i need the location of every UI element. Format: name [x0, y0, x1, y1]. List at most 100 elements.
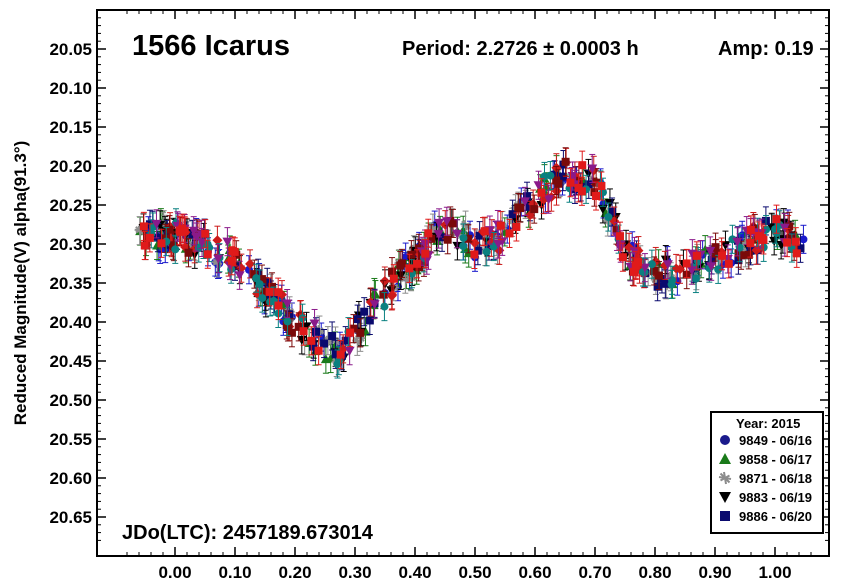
- data-point: [336, 340, 345, 370]
- data-point: [328, 321, 337, 351]
- legend-entry: 9886 - 06/20: [720, 509, 812, 524]
- x-tick-label: 0.40: [398, 563, 431, 582]
- legend-entry: 9849 - 06/16: [720, 433, 812, 448]
- y-tick-label: 20.55: [49, 430, 92, 449]
- data-point: [772, 204, 781, 234]
- data-point: [754, 221, 763, 251]
- y-axis-label: Reduced Magnitude(V) alpha(91.3°): [11, 141, 30, 426]
- y-tick-label: 20.05: [49, 40, 92, 59]
- x-tick-label: 0.50: [458, 563, 491, 582]
- x-tick-label: 0.80: [638, 563, 671, 582]
- y-tick-label: 20.10: [49, 79, 92, 98]
- jd-label: JDo(LTC): 2457189.673014: [122, 522, 374, 544]
- data-point: [746, 215, 755, 245]
- x-tick-label: 0.20: [278, 563, 311, 582]
- data-point: [441, 206, 452, 236]
- y-tick-label: 20.60: [49, 469, 92, 488]
- data-point: [400, 264, 411, 294]
- data-point: [705, 236, 716, 266]
- data-point: [667, 269, 676, 299]
- data-point: [245, 249, 256, 279]
- data-point: [307, 326, 316, 356]
- legend-entry: 9883 - 06/19: [719, 490, 812, 505]
- data-point: [783, 228, 792, 258]
- data-point: [778, 208, 789, 238]
- x-tick-label: 0.30: [338, 563, 371, 582]
- data-point: [229, 236, 238, 266]
- data-point: [157, 228, 166, 258]
- data-point: [346, 318, 355, 348]
- data-point: [662, 249, 673, 279]
- legend-label: 9871 - 06/18: [739, 471, 812, 486]
- y-tick-label: 20.40: [49, 313, 92, 332]
- data-point: [464, 224, 473, 254]
- data-point: [597, 171, 606, 201]
- legend-entries: 9849 - 06/16 9858 - 06/17 9871 - 06/18 9883…: [718, 433, 812, 524]
- y-tick-label: 20.65: [49, 508, 92, 527]
- data-point: [692, 241, 701, 271]
- plot-frame: [96, 9, 830, 557]
- data-point: [180, 216, 189, 246]
- data-point: [139, 211, 148, 241]
- data-point: [176, 217, 185, 247]
- data-point: [365, 305, 374, 335]
- legend-label: 9883 - 06/19: [739, 490, 812, 505]
- data-point: [386, 281, 397, 311]
- x-tick-label: 0.00: [158, 563, 191, 582]
- data-point: [459, 223, 468, 253]
- data-point: [405, 253, 414, 283]
- data-point: [578, 150, 587, 180]
- data-point: [496, 211, 505, 241]
- legend-label: 9858 - 06/17: [739, 452, 812, 467]
- data-point: [566, 168, 575, 198]
- legend-marker: [719, 492, 731, 503]
- y-tick-label: 20.25: [49, 196, 92, 215]
- data-point: [380, 292, 389, 322]
- data-point: [396, 251, 405, 281]
- y-axis-ticks: 20.05 20.10 20.15 20.20 20.25 20.30 20.35 20.40…: [49, 17, 829, 541]
- data-point: [252, 263, 261, 293]
- data-point: [554, 169, 563, 199]
- data-point: [314, 336, 323, 366]
- x-axis-ticks: 0.00 0.10 0.20 0.30 0.40 0.50 0.60 0.70 0.80 0.90…: [126, 10, 812, 582]
- period-label: Period: 2.2726 ± 0.0003 h: [402, 38, 639, 60]
- data-point: [282, 288, 293, 319]
- legend: Year: 2015 9849 - 06/16 9858 - 06/17 9871 …: [710, 411, 824, 534]
- legend-marker: [720, 511, 730, 521]
- data-point: [452, 219, 463, 249]
- data-point: [475, 221, 484, 251]
- data-point: [265, 277, 274, 307]
- data-point: [188, 216, 199, 246]
- data-point: [618, 242, 627, 272]
- data-point: [433, 219, 444, 249]
- x-tick-label: 0.60: [518, 563, 551, 582]
- data-point: [718, 241, 727, 271]
- data-point: [184, 238, 193, 268]
- x-tick-label: 0.90: [698, 563, 731, 582]
- data-point: [647, 249, 656, 279]
- data-point: [682, 248, 691, 278]
- data-point: [299, 316, 308, 346]
- data-point: [356, 318, 365, 348]
- data-point: [615, 221, 624, 251]
- data-point: [236, 253, 247, 283]
- chart-title: 1566 Icarus: [132, 30, 290, 62]
- data-point: [543, 184, 554, 214]
- data-point: [505, 218, 514, 248]
- data-point: [792, 238, 801, 268]
- data-point: [691, 263, 700, 294]
- data-point: [424, 218, 433, 248]
- legend-label: 9886 - 06/20: [739, 509, 812, 524]
- legend-label: 9849 - 06/16: [739, 433, 812, 448]
- data-point: [512, 212, 521, 242]
- data-point: [631, 250, 640, 280]
- data-point: [732, 227, 743, 257]
- legend-marker: [720, 435, 730, 445]
- legend-marker: [719, 453, 731, 464]
- x-tick-label: 0.10: [218, 563, 251, 582]
- data-point: [480, 216, 489, 246]
- legend-title: Year: 2015: [736, 416, 800, 431]
- data-point: [234, 260, 245, 290]
- amplitude-label: Amp: 0.19: [718, 38, 814, 60]
